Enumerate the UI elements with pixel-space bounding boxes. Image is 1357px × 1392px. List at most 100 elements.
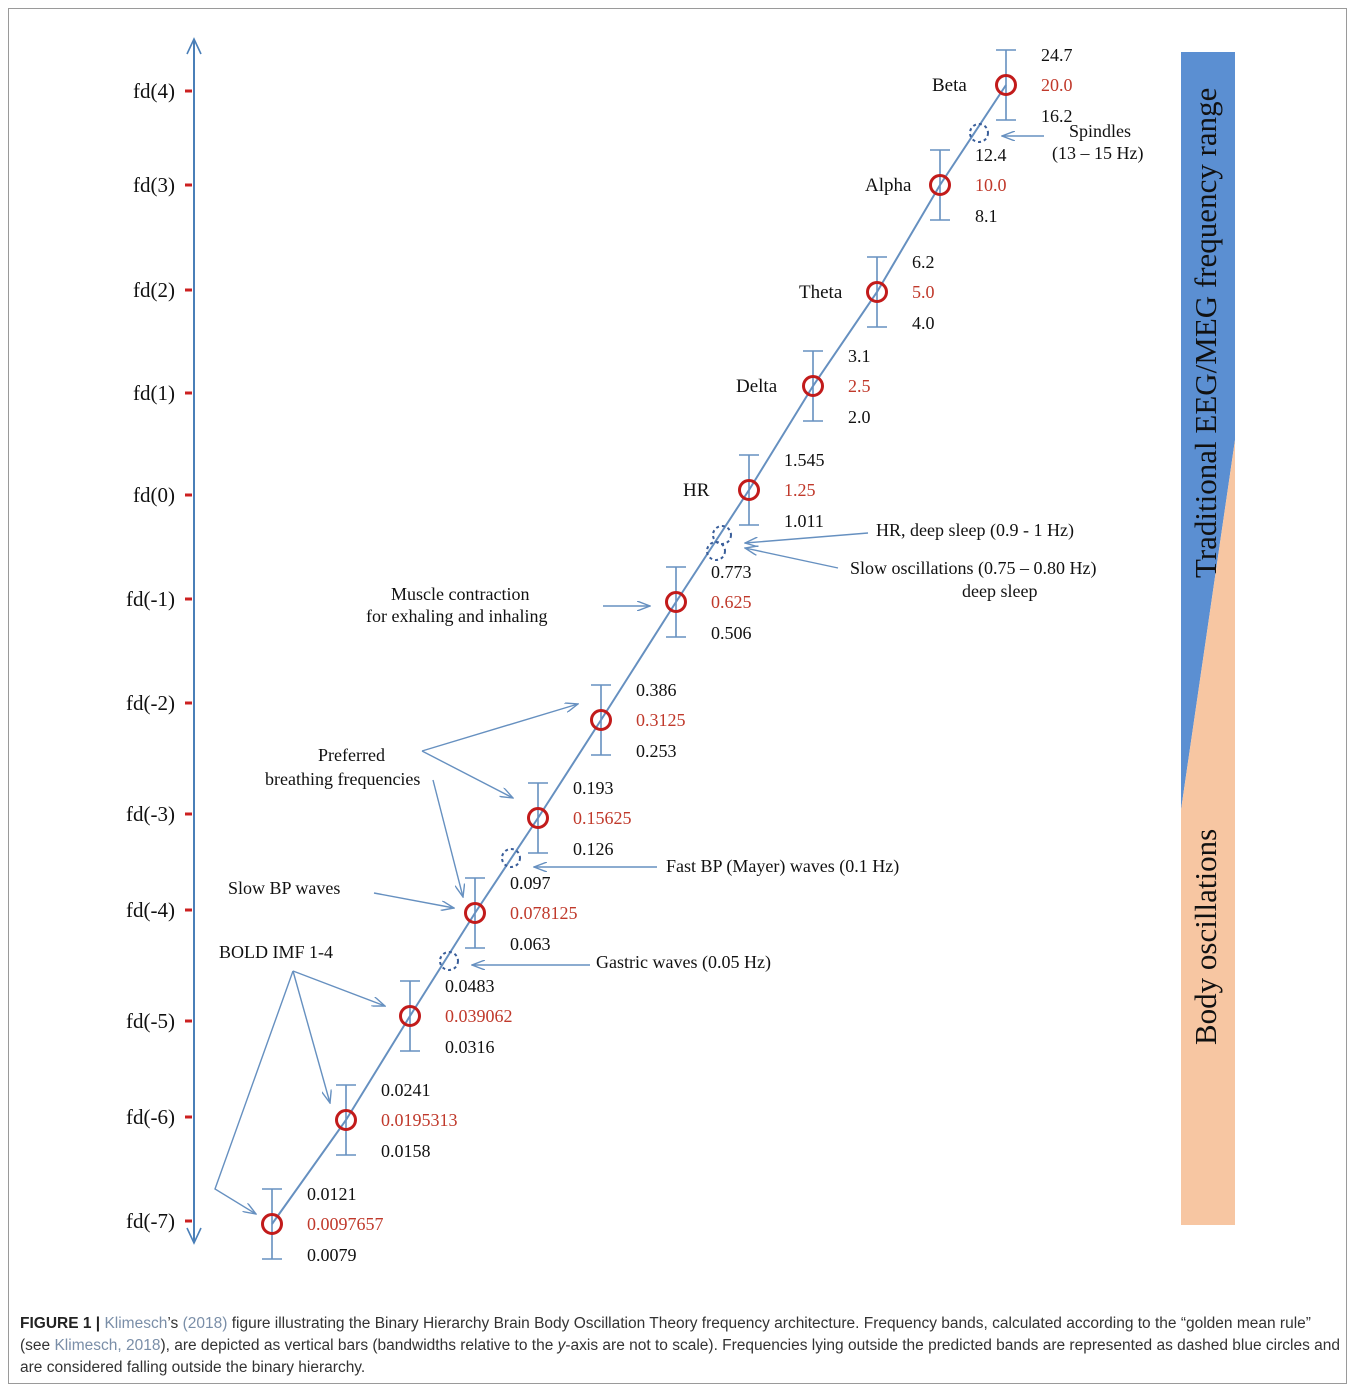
caption-year-link[interactable]: (2018) <box>182 1315 228 1332</box>
level-fdm6: 0.0241 0.0195313 0.0158 <box>335 1080 458 1161</box>
dashed-circle-spindles <box>969 123 989 143</box>
body-oscillations-band <box>1181 440 1235 1225</box>
caption-text-2: figure illustrating the Binary Hierarchy… <box>20 1315 1311 1354</box>
caption-text-1: ’s <box>167 1315 183 1332</box>
center-frequency-label: 1.25 <box>784 480 816 500</box>
lower-bound-label: 0.0158 <box>381 1141 431 1161</box>
body-oscillations-label: Body oscillations <box>1188 829 1223 1045</box>
center-frequency-marker <box>335 1109 357 1131</box>
upper-bound-label: 0.773 <box>711 562 752 582</box>
lower-bound-label: 0.0316 <box>445 1037 495 1057</box>
annotation-slow-osc-2: deep sleep <box>962 581 1037 601</box>
band-name-beta: Beta <box>932 75 967 96</box>
tick-label-fd3: fd(3) <box>133 173 175 197</box>
annotation-bold: BOLD IMF 1-4 <box>219 942 333 962</box>
center-frequency-label: 0.078125 <box>510 903 578 923</box>
band-name-theta: Theta <box>799 282 843 303</box>
center-frequency-marker <box>929 174 951 196</box>
center-frequency-label: 20.0 <box>1041 75 1073 95</box>
center-frequency-label: 10.0 <box>975 175 1007 195</box>
annotation-fast-bp: Fast BP (Mayer) waves (0.1 Hz) <box>666 856 899 877</box>
center-frequency-label: 0.039062 <box>445 1006 513 1026</box>
y-ticks: fd(4) fd(3) fd(2) fd(1) fd(0) fd(-1) fd(-2) fd(… <box>126 79 192 1233</box>
center-frequency-marker <box>464 902 486 924</box>
center-frequency-label: 5.0 <box>912 282 935 302</box>
y-axis <box>186 37 202 1245</box>
lower-bound-label: 2.0 <box>848 407 871 427</box>
caption-author-link[interactable]: Klimesch <box>104 1315 168 1332</box>
lower-bound-label: 1.011 <box>784 511 824 531</box>
level-fdm4: 0.097 0.078125 0.063 <box>464 873 578 954</box>
caption-reference-link[interactable]: Klimesch, 2018 <box>54 1337 161 1354</box>
tick-label-fd0: fd(0) <box>133 483 175 507</box>
upper-bound-label: 0.386 <box>636 680 677 700</box>
band-name-delta: Delta <box>736 376 778 397</box>
annotation-gastric: Gastric waves (0.05 Hz) <box>596 952 771 973</box>
tick-label-fdm7: fd(-7) <box>126 1209 175 1233</box>
annotation-slow-bp: Slow BP waves <box>228 878 340 898</box>
y-axis-arrow-up <box>186 37 202 55</box>
level-fdm2: 0.386 0.3125 0.253 <box>590 680 686 761</box>
center-frequency-marker <box>665 591 687 613</box>
upper-bound-label: 1.545 <box>784 450 825 470</box>
eeg-range-label: Traditional EEG/MEG frequency range <box>1188 88 1223 578</box>
caption-text-4: -axis are not to scale). Frequencies lyi… <box>20 1337 1340 1376</box>
level-fdm1: 0.773 0.625 0.506 <box>665 562 752 643</box>
upper-bound-label: 0.0483 <box>445 976 495 996</box>
caption-y-axis: y <box>557 1337 566 1354</box>
center-frequency-label: 0.0195313 <box>381 1110 458 1130</box>
level-fd4: 24.7 20.0 16.2 Beta <box>932 45 1073 126</box>
side-bands: Traditional EEG/MEG frequency range Body… <box>1181 52 1235 1225</box>
center-frequency-label: 0.15625 <box>573 808 632 828</box>
lower-bound-label: 0.253 <box>636 741 677 761</box>
annotation-spindles-1: Spindles <box>1069 121 1131 141</box>
upper-bound-label: 0.0121 <box>307 1184 357 1204</box>
center-frequency-marker <box>527 807 549 829</box>
center-frequency-marker <box>261 1213 283 1235</box>
tick-label-fdm2: fd(-2) <box>126 691 175 715</box>
level-fd1: 3.1 2.5 2.0 Delta <box>736 346 871 427</box>
tick-label-fdm6: fd(-6) <box>126 1105 175 1129</box>
center-frequency-marker <box>399 1005 421 1027</box>
level-fd0: 1.545 1.25 1.011 HR <box>683 450 825 531</box>
tick-label-fd1: fd(1) <box>133 381 175 405</box>
center-frequency-label: 0.625 <box>711 592 752 612</box>
dashed-circle-fast-bp <box>501 848 521 868</box>
center-frequency-label: 0.3125 <box>636 710 686 730</box>
band-name-alpha: Alpha <box>865 175 912 196</box>
upper-bound-label: 0.193 <box>573 778 614 798</box>
figure-caption: FIGURE 1 | Klimesch’s (2018) figure illu… <box>20 1313 1340 1379</box>
lower-bound-label: 0.506 <box>711 623 752 643</box>
caption-text-3: ), are depicted as vertical bars (bandwi… <box>160 1337 558 1354</box>
y-axis-arrow-down <box>186 1227 202 1245</box>
tick-label-fd4: fd(4) <box>133 79 175 103</box>
center-frequency-marker <box>866 281 888 303</box>
upper-bound-label: 0.0241 <box>381 1080 431 1100</box>
lower-bound-label: 0.063 <box>510 934 551 954</box>
tick-label-fdm1: fd(-1) <box>126 587 175 611</box>
level-fd2: 6.2 5.0 4.0 Theta <box>799 252 935 333</box>
level-fdm7: 0.0121 0.0097657 0.0079 <box>261 1184 384 1265</box>
tick-label-fdm5: fd(-5) <box>126 1009 175 1033</box>
frequency-levels: 24.7 20.0 16.2 Beta 12.4 10.0 8.1 Alpha 6.2 5.0 4.… <box>261 45 1073 1265</box>
upper-bound-label: 24.7 <box>1041 45 1073 65</box>
upper-bound-label: 0.097 <box>510 873 551 893</box>
annotation-arrows <box>214 136 1044 1214</box>
upper-bound-label: 3.1 <box>848 346 871 366</box>
annotation-spindles-2: (13 – 15 Hz) <box>1052 143 1143 164</box>
center-frequency-label: 0.0097657 <box>307 1214 384 1234</box>
center-frequency-marker <box>590 709 612 731</box>
caption-figure-number: FIGURE 1 | <box>20 1315 101 1332</box>
tick-label-fdm4: fd(-4) <box>126 898 175 922</box>
level-fdm3: 0.193 0.15625 0.126 <box>527 778 632 859</box>
annotations: Spindles (13 – 15 Hz) HR, deep sleep (0.… <box>219 121 1143 973</box>
center-frequency-label: 2.5 <box>848 376 871 396</box>
frequency-diagram: fd(4) fd(3) fd(2) fd(1) fd(0) fd(-1) fd(-2) fd(… <box>126 37 1235 1265</box>
lower-bound-label: 16.2 <box>1041 106 1073 126</box>
band-name-hr: HR <box>683 480 710 501</box>
lower-bound-label: 0.0079 <box>307 1245 357 1265</box>
eeg-range-band <box>1181 52 1235 810</box>
level-fd3: 12.4 10.0 8.1 Alpha <box>865 145 1007 226</box>
level-fdm5: 0.0483 0.039062 0.0316 <box>399 976 513 1057</box>
annotation-muscle-1: Muscle contraction <box>391 584 529 604</box>
